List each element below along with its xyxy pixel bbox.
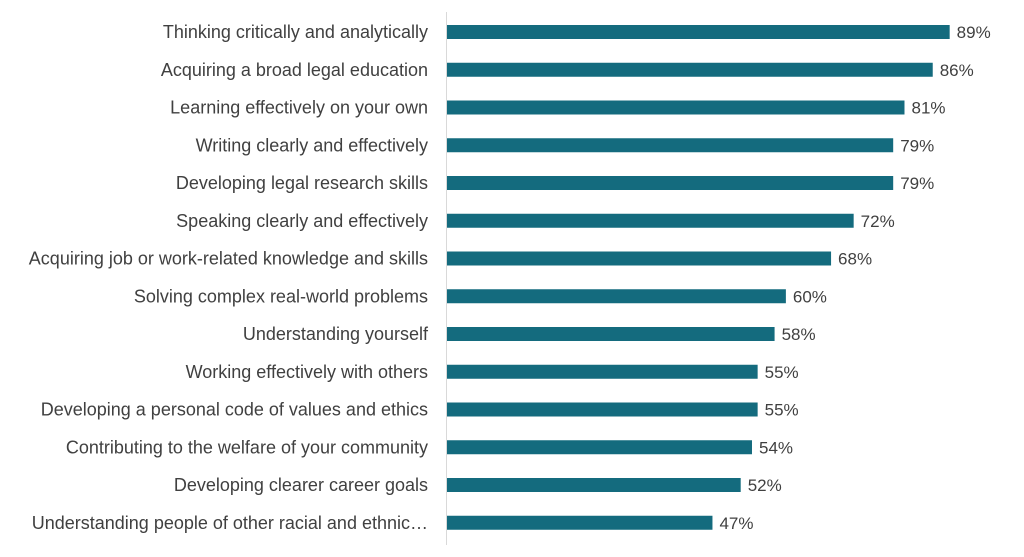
bar xyxy=(447,364,758,379)
category-label: Thinking critically and analytically xyxy=(163,22,428,42)
category-label: Developing a personal code of values and… xyxy=(41,400,428,420)
value-label: 55% xyxy=(765,363,799,382)
value-label: 68% xyxy=(838,250,872,269)
category-label: Working effectively with others xyxy=(186,362,428,382)
category-label: Understanding yourself xyxy=(243,324,429,344)
bar xyxy=(447,478,741,492)
value-label: 79% xyxy=(900,136,934,155)
category-label: Speaking clearly and effectively xyxy=(176,211,428,231)
category-label: Acquiring a broad legal education xyxy=(161,60,428,80)
bar xyxy=(447,100,905,115)
category-label: Learning effectively on your own xyxy=(170,98,428,118)
category-label: Acquiring job or work-related knowledge … xyxy=(29,249,428,269)
value-label: 72% xyxy=(861,212,895,231)
bar xyxy=(447,251,832,266)
bars-layer xyxy=(447,25,950,530)
bar xyxy=(447,25,950,39)
bar xyxy=(447,515,713,530)
value-label: 52% xyxy=(748,476,782,495)
bar xyxy=(447,213,854,228)
value-label: 60% xyxy=(793,287,827,306)
category-label: Understanding people of other racial and… xyxy=(32,513,428,533)
bar xyxy=(447,62,933,77)
value-label: 55% xyxy=(765,401,799,420)
value-label: 86% xyxy=(940,61,974,80)
category-labels: Thinking critically and analytically Acqu… xyxy=(29,22,429,533)
bar xyxy=(447,402,758,417)
value-label: 58% xyxy=(782,325,816,344)
bar xyxy=(447,289,786,304)
bar xyxy=(447,138,894,153)
category-label: Writing clearly and effectively xyxy=(196,135,428,155)
value-label: 47% xyxy=(719,514,753,533)
category-label: Contributing to the welfare of your comm… xyxy=(66,437,428,457)
bar xyxy=(447,176,894,190)
category-label: Developing clearer career goals xyxy=(174,475,428,495)
bar xyxy=(447,327,775,341)
value-label: 79% xyxy=(900,174,934,193)
category-label: Developing legal research skills xyxy=(176,173,428,193)
value-label: 54% xyxy=(759,438,793,457)
bar xyxy=(447,440,752,455)
value-labels: 89% 86% 81% 79% 79% 72% 68% 60% 58% 55% 55% 54% 52% 4… xyxy=(719,23,990,533)
value-label: 89% xyxy=(957,23,991,42)
value-label: 81% xyxy=(911,99,945,118)
category-label: Solving complex real-world problems xyxy=(134,286,428,306)
